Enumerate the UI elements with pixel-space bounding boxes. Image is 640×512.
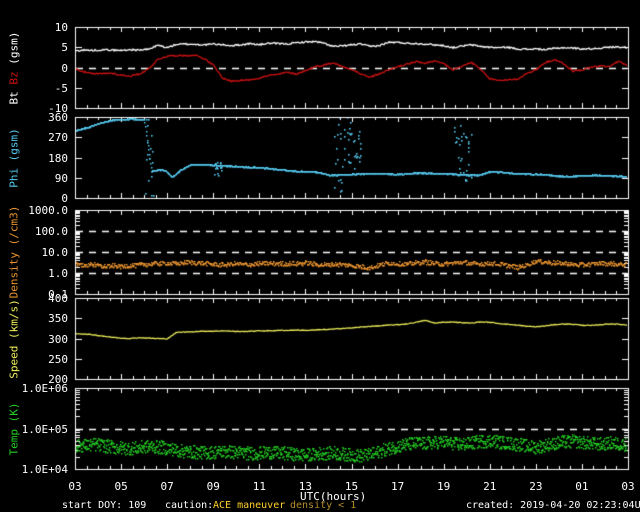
footer-created-timestamp: created: 2019-04-20 02:23:04UTC: [466, 500, 640, 511]
y-tick-label: 250: [48, 352, 68, 366]
footer-caution-label: caution:: [165, 500, 214, 511]
y-tick-label: 1.0E+06: [21, 382, 68, 395]
y-tick-label: 1.0: [48, 267, 68, 280]
y-tick-label: -10: [48, 102, 68, 115]
y-tick-label: 1000.0: [28, 204, 68, 217]
y-tick-label: 270: [48, 131, 68, 145]
y-tick-label: -5: [54, 81, 68, 95]
footer-caution-density: density < 1: [290, 500, 357, 511]
y-tick-label: 90: [54, 171, 68, 185]
x-tick-label: 21: [483, 480, 497, 493]
y-tick-label: 1.0E+04: [21, 463, 68, 476]
footer-start-doy: start DOY: 109: [62, 500, 147, 511]
footer-caution-maneuver: ACE maneuver: [213, 500, 286, 511]
x-tick-label: 05: [114, 480, 128, 493]
y-tick-label: 5: [61, 41, 68, 55]
y-tick-label: 0: [61, 192, 68, 205]
y-tick-label: 1.0E+05: [21, 422, 68, 436]
y-tick-label: 100.0: [34, 225, 68, 238]
y-tick-label: 0.1: [48, 288, 68, 301]
y-tick-label: 350: [48, 312, 68, 326]
x-axis-label: UTC(hours): [300, 490, 367, 503]
y-tick-label: 300: [48, 332, 68, 346]
x-tick-label: 23: [529, 480, 543, 493]
x-tick-label: 07: [160, 480, 174, 493]
x-tick-label: 13: [298, 480, 313, 493]
x-tick-label: 17: [390, 480, 405, 493]
x-tick-label: 09: [206, 480, 220, 493]
y-tick-label: 10.0: [41, 246, 69, 259]
x-tick-label: 01: [575, 480, 589, 493]
y-tick-label: 180: [48, 151, 68, 165]
y-tick-label: 400: [48, 292, 68, 305]
y-tick-label: 10: [54, 21, 68, 34]
y-tick-label: 0: [61, 61, 68, 75]
y-tick-label: 360: [48, 111, 68, 124]
x-tick-label: 15: [344, 480, 359, 493]
x-tick-label: 03: [621, 480, 635, 493]
y-tick-label: 200: [48, 373, 68, 386]
x-tick-label: 03: [68, 480, 82, 493]
x-tick-label: 11: [252, 480, 266, 493]
x-tick-label: 19: [437, 480, 451, 493]
